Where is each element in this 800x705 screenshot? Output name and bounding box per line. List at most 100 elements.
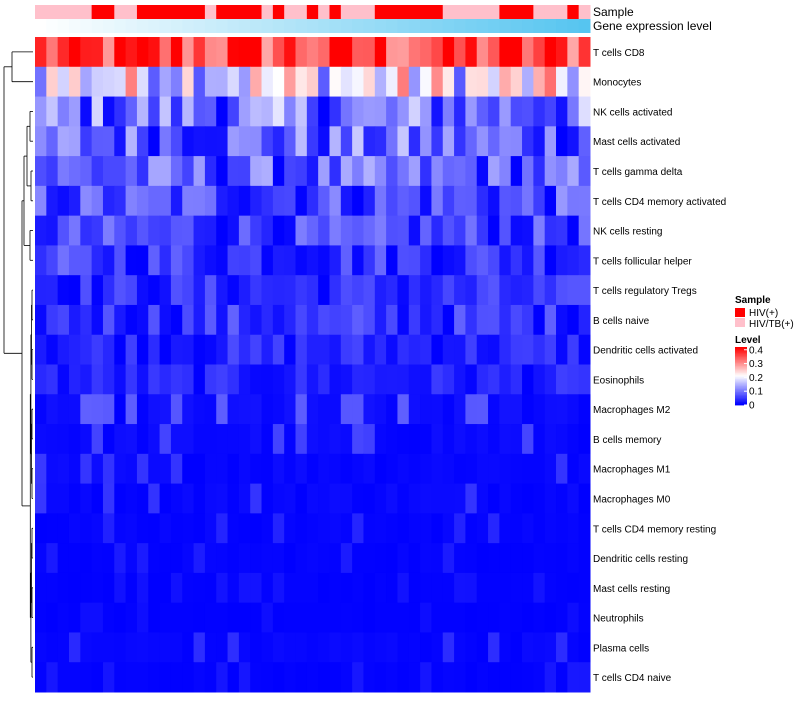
heatmap-cell [250, 66, 263, 98]
heatmap-cell [510, 602, 523, 633]
heatmap-cell [420, 602, 432, 633]
heatmap-cell [182, 96, 195, 127]
heatmap-cell [204, 185, 217, 217]
heatmap-cell [488, 602, 500, 633]
colorbar-step [735, 373, 747, 375]
heatmap-cell [295, 424, 308, 455]
sample-annotation-cell [522, 5, 534, 19]
heatmap-cell [340, 156, 353, 187]
heatmap-cell [408, 602, 421, 633]
heatmap-cell [91, 185, 104, 217]
colorbar-tick-label: 0.1 [749, 387, 763, 398]
row-label: Mast cells resting [593, 584, 670, 595]
heatmap-cell [397, 483, 410, 514]
heatmap-cell [578, 275, 591, 306]
heatmap-cell [80, 334, 93, 365]
heatmap-cell [408, 394, 421, 425]
heatmap-cell [442, 483, 455, 514]
heatmap-cell [408, 364, 421, 395]
heatmap-cell [295, 394, 308, 425]
heatmap-cell [363, 96, 376, 127]
heatmap-cell [544, 126, 557, 157]
heatmap-cell [68, 334, 81, 365]
heatmap-cell [567, 334, 580, 365]
heatmap-cell [68, 662, 81, 693]
heatmap-cell [408, 543, 421, 574]
heatmap-cell [340, 424, 353, 455]
heatmap-cell [578, 334, 591, 365]
heatmap-cell [91, 662, 104, 693]
heatmap-cell [465, 215, 478, 246]
heatmap-cell [261, 453, 274, 485]
heatmap-cell [488, 424, 500, 455]
heatmap-cell [136, 632, 149, 663]
heatmap-cell [499, 483, 512, 514]
heatmap-cell [488, 126, 500, 157]
colorbar-step [735, 378, 747, 381]
heatmap-cell [408, 483, 421, 514]
expression-annotation-cell [386, 19, 398, 33]
expression-annotation-cell [193, 19, 206, 33]
heatmap-cell [159, 334, 172, 365]
heatmap-cell [510, 334, 523, 365]
heatmap-cell [125, 632, 138, 663]
heatmap-cell [499, 126, 512, 157]
heatmap-cell [488, 66, 500, 98]
heatmap-cell [408, 66, 421, 98]
heatmap-cell [182, 334, 195, 365]
heatmap-cell [114, 602, 127, 633]
heatmap-cell [352, 453, 364, 485]
sample-annotation-cell [578, 5, 591, 19]
heatmap-cell [284, 364, 297, 395]
heatmap-cell [420, 96, 432, 127]
heatmap-cell [204, 453, 217, 485]
heatmap-cell [431, 245, 444, 276]
heatmap-cell [148, 304, 161, 336]
sample-annotation-cell [533, 5, 546, 19]
heatmap-cell [408, 453, 421, 485]
heatmap-cell [227, 662, 240, 693]
heatmap-cell [57, 662, 70, 693]
heatmap-cell [216, 275, 229, 306]
heatmap-cell [57, 513, 70, 544]
heatmap-cell [193, 453, 206, 485]
heatmap-cell [170, 126, 183, 157]
heatmap-cell [102, 126, 115, 157]
heatmap-cell [136, 66, 149, 98]
heatmap-cell [57, 66, 70, 98]
expression-annotation-cell [68, 19, 81, 33]
heatmap-cell [68, 37, 81, 68]
heatmap-cell [114, 66, 127, 98]
heatmap-cell [272, 572, 285, 604]
heatmap-cell [454, 543, 466, 574]
heatmap-cell [454, 334, 466, 365]
heatmap-cell [170, 572, 183, 604]
heatmap-cell [499, 66, 512, 98]
sample-annotation-cell [431, 5, 444, 19]
heatmap-cell [567, 215, 580, 246]
heatmap-cell [544, 513, 557, 544]
sample-annotation-cell [46, 5, 59, 19]
heatmap-cell [329, 453, 342, 485]
colorbar-step [735, 358, 747, 361]
heatmap-cell [522, 424, 534, 455]
row-label: T cells gamma delta [593, 167, 683, 178]
heatmap-cell [227, 483, 240, 514]
heatmap-cell [159, 156, 172, 187]
heatmap-cell [408, 632, 421, 663]
sample-annotation-cell [363, 5, 376, 19]
heatmap-cell [227, 96, 240, 127]
heatmap-cell [35, 37, 47, 68]
row-label: Neutrophils [593, 614, 644, 625]
colorbar-step [735, 387, 747, 390]
expression-annotation-cell [91, 19, 104, 33]
heatmap-cell [499, 37, 512, 68]
heatmap-cell [306, 245, 319, 276]
heatmap-cell [488, 37, 500, 68]
heatmap-cell [442, 364, 455, 395]
heatmap-cell [567, 156, 580, 187]
sample-annotation-cell [488, 5, 500, 19]
heatmap-cell [363, 483, 376, 514]
heatmap-cell [306, 424, 319, 455]
